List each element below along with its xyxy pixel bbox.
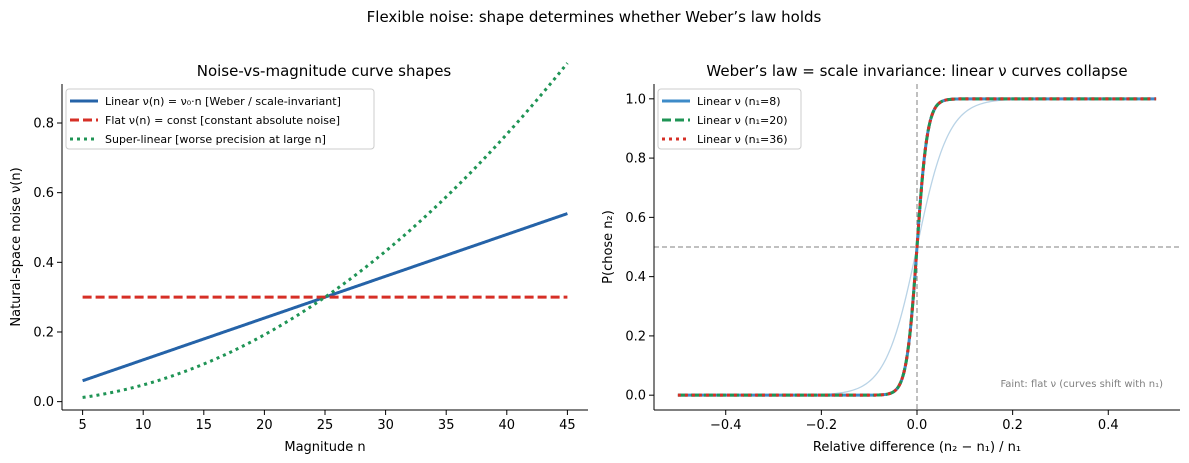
- x-tick-label: 0.4: [1098, 418, 1119, 433]
- y-tick-label: 0.8: [33, 117, 54, 132]
- x-tick-label: 15: [196, 418, 213, 433]
- x-tick-label: 0.2: [1002, 418, 1023, 433]
- left-legend-frame: [65, 88, 375, 150]
- y-tick-label: 0.0: [625, 389, 646, 404]
- right-x-axis-label: Relative difference (n₂ − n₁) / n₁: [813, 440, 1021, 455]
- y-tick-label: 0.6: [33, 186, 54, 201]
- x-tick-label: 0.0: [907, 418, 928, 433]
- y-tick-label: 0.8: [625, 152, 646, 167]
- y-tick-label: 0.2: [33, 325, 54, 340]
- right-legend-frame: [657, 88, 802, 150]
- right-legend: Linear ν (n₁=8) Linear ν (n₁=20) Linear …: [657, 88, 802, 150]
- left-chart-title: Noise-vs-magnitude curve shapes: [197, 62, 452, 80]
- x-tick-label: −0.4: [710, 418, 742, 433]
- y-tick-label: 0.2: [625, 329, 646, 344]
- x-tick-label: 20: [256, 418, 273, 433]
- legend-label-superlinear: Super-linear [worse precision at large n…: [105, 133, 326, 146]
- legend-label-n36: Linear ν (n₁=36): [697, 133, 788, 146]
- x-tick-label: 25: [317, 418, 334, 433]
- y-tick-label: 0.0: [33, 395, 54, 410]
- figure-suptitle: Flexible noise: shape determines whether…: [367, 8, 822, 26]
- x-tick-label: 35: [438, 418, 455, 433]
- right-y-axis-label: P(chose n₂): [601, 210, 616, 284]
- left-ticks: 5 10 15 20 25 30 35 40 45 0.0 0.2 0.4 0.6 0.8: [33, 117, 575, 433]
- legend-label-flat: Flat ν(n) = const [constant absolute noi…: [105, 114, 340, 127]
- x-tick-label: 45: [559, 418, 576, 433]
- x-tick-label: 30: [377, 418, 394, 433]
- right-ticks: −0.4 −0.2 0.0 0.2 0.4 0.0 0.2 0.4 0.6 0.8 1.0: [625, 92, 1118, 433]
- y-tick-label: 1.0: [625, 92, 646, 107]
- x-tick-label: −0.2: [806, 418, 838, 433]
- right-chart: Weber’s law = scale invariance: linear ν…: [601, 62, 1180, 455]
- right-chart-title: Weber’s law = scale invariance: linear ν…: [706, 62, 1127, 80]
- x-tick-label: 10: [135, 418, 152, 433]
- right-annotation: Faint: flat ν (curves shift with n₁): [1000, 379, 1163, 390]
- legend-label-n8: Linear ν (n₁=8): [697, 95, 781, 108]
- left-x-axis-label: Magnitude n: [284, 440, 365, 455]
- left-chart: Noise-vs-magnitude curve shapes 5 10 15 20 2…: [9, 62, 588, 455]
- y-tick-label: 0.6: [625, 211, 646, 226]
- x-tick-label: 5: [78, 418, 86, 433]
- legend-label-linear: Linear ν(n) = ν₀·n [Weber / scale-invari…: [105, 95, 341, 108]
- y-tick-label: 0.4: [33, 256, 54, 271]
- left-y-axis-label: Natural-space noise ν(n): [9, 167, 24, 326]
- x-tick-label: 40: [499, 418, 516, 433]
- left-legend: Linear ν(n) = ν₀·n [Weber / scale-invari…: [65, 88, 375, 150]
- right-plot-area: [654, 84, 1180, 410]
- legend-label-n20: Linear ν (n₁=20): [697, 114, 788, 127]
- left-plot-area: [82, 62, 569, 399]
- y-tick-label: 0.4: [625, 270, 646, 285]
- series-line-2: [677, 97, 1157, 397]
